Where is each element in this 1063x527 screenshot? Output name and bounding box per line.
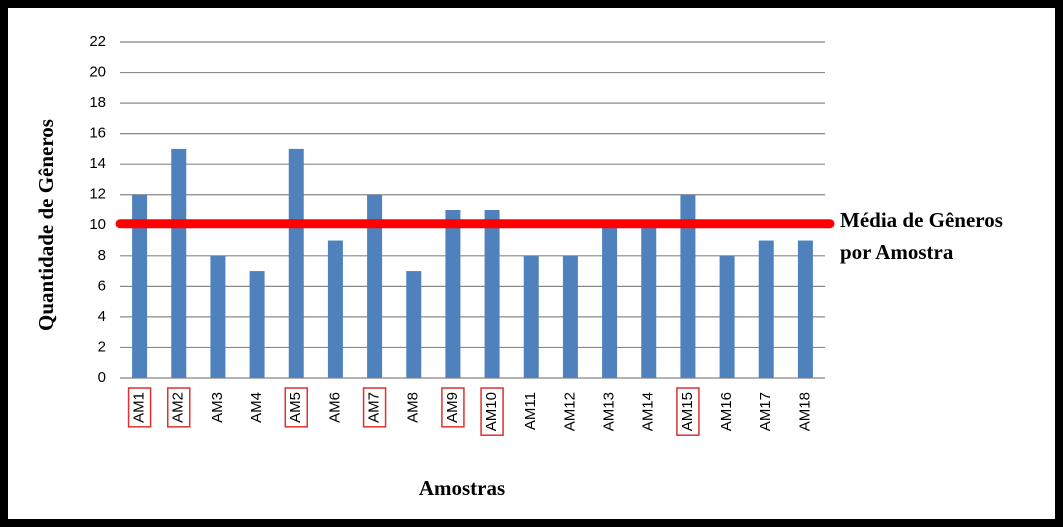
- bar: [406, 271, 422, 378]
- x-tick-label: AM10: [483, 392, 500, 431]
- y-tick-label: 0: [98, 369, 106, 386]
- x-axis-label: Amostras: [419, 476, 505, 500]
- y-tick-label: 2: [98, 338, 106, 355]
- bar: [797, 240, 813, 378]
- y-tick-label: 18: [89, 94, 106, 111]
- x-tick-label: AM12: [561, 392, 578, 431]
- bar: [132, 194, 148, 378]
- y-tick-label: 12: [89, 186, 106, 203]
- y-tick-label: 14: [89, 155, 106, 172]
- y-tick-label: 22: [89, 33, 106, 50]
- highlight-box: [167, 387, 191, 428]
- x-tick-label: AM13: [601, 392, 618, 431]
- x-tick-label: AM4: [248, 392, 265, 423]
- x-tick-label: AM18: [796, 392, 813, 431]
- bar: [327, 240, 343, 378]
- x-tick-label: AM16: [718, 392, 735, 431]
- bar: [602, 225, 618, 378]
- bar: [367, 194, 383, 378]
- bar: [445, 210, 461, 378]
- y-tick-label: 16: [89, 125, 106, 142]
- bar: [249, 271, 265, 378]
- x-tick-label: AM14: [640, 392, 657, 431]
- bar: [758, 240, 774, 378]
- x-tick-label: AM9: [444, 392, 461, 423]
- y-tick-label: 8: [98, 247, 106, 264]
- bar: [680, 194, 696, 378]
- y-axis-label: Quantidade de Gêneros: [34, 119, 58, 331]
- highlight-box: [362, 387, 387, 428]
- highlight-box: [480, 387, 504, 436]
- y-tick-label: 4: [98, 308, 106, 325]
- bar: [562, 255, 578, 378]
- y-tick-label: 10: [89, 216, 106, 233]
- y-tick-label: 20: [89, 64, 106, 81]
- highlight-box: [127, 387, 152, 428]
- mean-label: Média de Gêneros: [840, 208, 1003, 232]
- y-tick-label: 6: [98, 277, 106, 294]
- bar: [171, 148, 187, 378]
- bar: [288, 148, 304, 378]
- bar: [523, 255, 539, 378]
- x-tick-label: AM6: [326, 392, 343, 423]
- x-tick-label: AM11: [522, 392, 539, 430]
- bar: [641, 225, 657, 378]
- mean-label: por Amostra: [840, 240, 954, 264]
- bar: [719, 255, 735, 378]
- bar: [210, 255, 226, 378]
- x-tick-label: AM8: [405, 392, 422, 423]
- x-tick-label: AM7: [366, 392, 383, 423]
- x-tick-label: AM5: [287, 392, 304, 423]
- highlight-box: [676, 387, 700, 436]
- x-tick-label: AM3: [209, 392, 226, 423]
- x-tick-label: AM2: [170, 392, 187, 423]
- x-tick-label: AM1: [131, 392, 148, 423]
- x-tick-label: AM17: [757, 392, 774, 431]
- highlight-box: [284, 387, 308, 428]
- highlight-box: [441, 387, 465, 428]
- bar: [484, 210, 500, 378]
- x-tick-label: AM15: [679, 392, 696, 431]
